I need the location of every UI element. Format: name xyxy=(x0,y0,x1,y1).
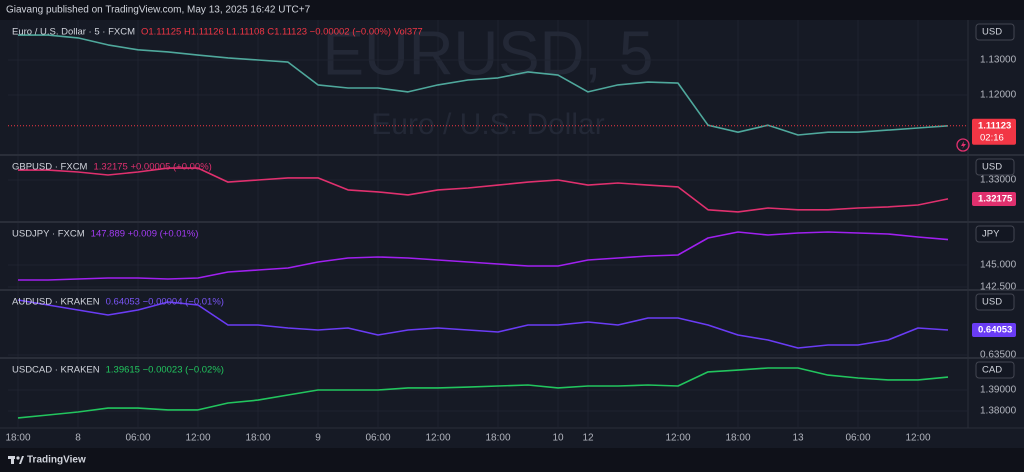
time-tick-label: 12:00 xyxy=(425,433,450,444)
watermark-symbol: EURUSD, 5 xyxy=(323,19,654,88)
time-tick-label: 18:00 xyxy=(5,433,30,444)
header-bar xyxy=(0,0,1024,20)
y-tick-label: 1.13000 xyxy=(980,55,1017,66)
y-tick-label: 1.33000 xyxy=(980,175,1017,186)
footer-bar xyxy=(0,448,1024,472)
tradingview-logo xyxy=(8,456,24,464)
legend-name: Euro / U.S. Dollar · 5 · FXCM xyxy=(12,27,135,38)
price-line xyxy=(18,231,949,281)
legend-quote: O1.11125 H1.11126 L1.11108 C1.11123 −0.0… xyxy=(141,27,423,38)
time-tick-label: 10 xyxy=(552,433,564,444)
time-tick-label: 12:00 xyxy=(905,433,930,444)
legend-quote: 1.32175 +0.00005 (+0.00%) xyxy=(93,162,211,173)
time-tick-label: 18:00 xyxy=(485,433,510,444)
time-tick-label: 18:00 xyxy=(725,433,750,444)
legend-name: GBPUSD · FXCM xyxy=(12,162,88,173)
footer-text: TradingView xyxy=(27,455,86,466)
currency-label: USD xyxy=(982,27,1002,38)
last-price-box xyxy=(972,323,1016,338)
chart-layer: 18:00 8 06:00 12:00 18:00 9 06:00 12:00 18:00 10 1… xyxy=(0,19,1024,444)
y-tick-label: 1.39000 xyxy=(980,385,1017,396)
time-tick-label: 12:00 xyxy=(665,433,690,444)
alert-icon-bolt xyxy=(961,141,966,149)
last-price-box xyxy=(972,118,1016,145)
header-text: Giavang published on TradingView.com, Ma… xyxy=(6,5,311,16)
time-tick-label: 18:00 xyxy=(245,433,270,444)
y-tick-label: 1.12000 xyxy=(980,90,1017,101)
time-tick-label: 12 xyxy=(582,433,594,444)
time-tick-label: 8 xyxy=(75,433,81,444)
currency-badge xyxy=(975,158,1015,176)
price-line xyxy=(18,34,949,136)
alert-icon xyxy=(956,138,970,152)
time-tick-label: 12:00 xyxy=(185,433,210,444)
legend-quote: 0.64053 −0.00004 (−0.01%) xyxy=(106,297,224,308)
price-line xyxy=(17,299,949,349)
last-price-label: 0.64053 xyxy=(978,325,1012,336)
legend-name: AUDUSD · KRAKEN xyxy=(12,297,100,308)
time-tick-label: 9 xyxy=(315,433,321,444)
currency-label: JPY xyxy=(982,229,1000,240)
currency-label: USD xyxy=(982,297,1002,308)
price-line xyxy=(18,167,949,213)
time-tick-label: 13 xyxy=(792,433,804,444)
currency-badge xyxy=(975,23,1015,41)
currency-badge xyxy=(975,293,1015,311)
time-tick-label: 06:00 xyxy=(125,433,150,444)
last-price-label: 1.32175 xyxy=(978,193,1013,204)
y-tick-label: 145.000 xyxy=(980,260,1017,271)
currency-badge xyxy=(975,225,1015,243)
currency-label: USD xyxy=(982,162,1002,173)
last-price-label: 1.11123 xyxy=(978,120,1011,131)
watermark-description: Euro / U.S. Dollar xyxy=(371,108,604,141)
y-tick-label: 142.500 xyxy=(980,282,1017,293)
currency-badge xyxy=(975,361,1015,379)
legend-name: USDJPY · FXCM xyxy=(12,229,85,240)
y-tick-label: 1.38000 xyxy=(980,406,1017,417)
legend-name: USDCAD · KRAKEN xyxy=(12,365,100,376)
legend-quote: 1.39615 −0.00023 (−0.02%) xyxy=(106,365,224,376)
legend-quote: 147.889 +0.009 (+0.01%) xyxy=(91,229,199,240)
time-tick-label: 06:00 xyxy=(845,433,870,444)
time-tick-label: 06:00 xyxy=(365,433,390,444)
price-line xyxy=(17,367,949,419)
y-tick-label: 0.63500 xyxy=(980,350,1017,361)
countdown-label: 02:16 xyxy=(980,132,1004,143)
currency-label: CAD xyxy=(982,365,1002,376)
last-price-box xyxy=(972,191,1016,206)
